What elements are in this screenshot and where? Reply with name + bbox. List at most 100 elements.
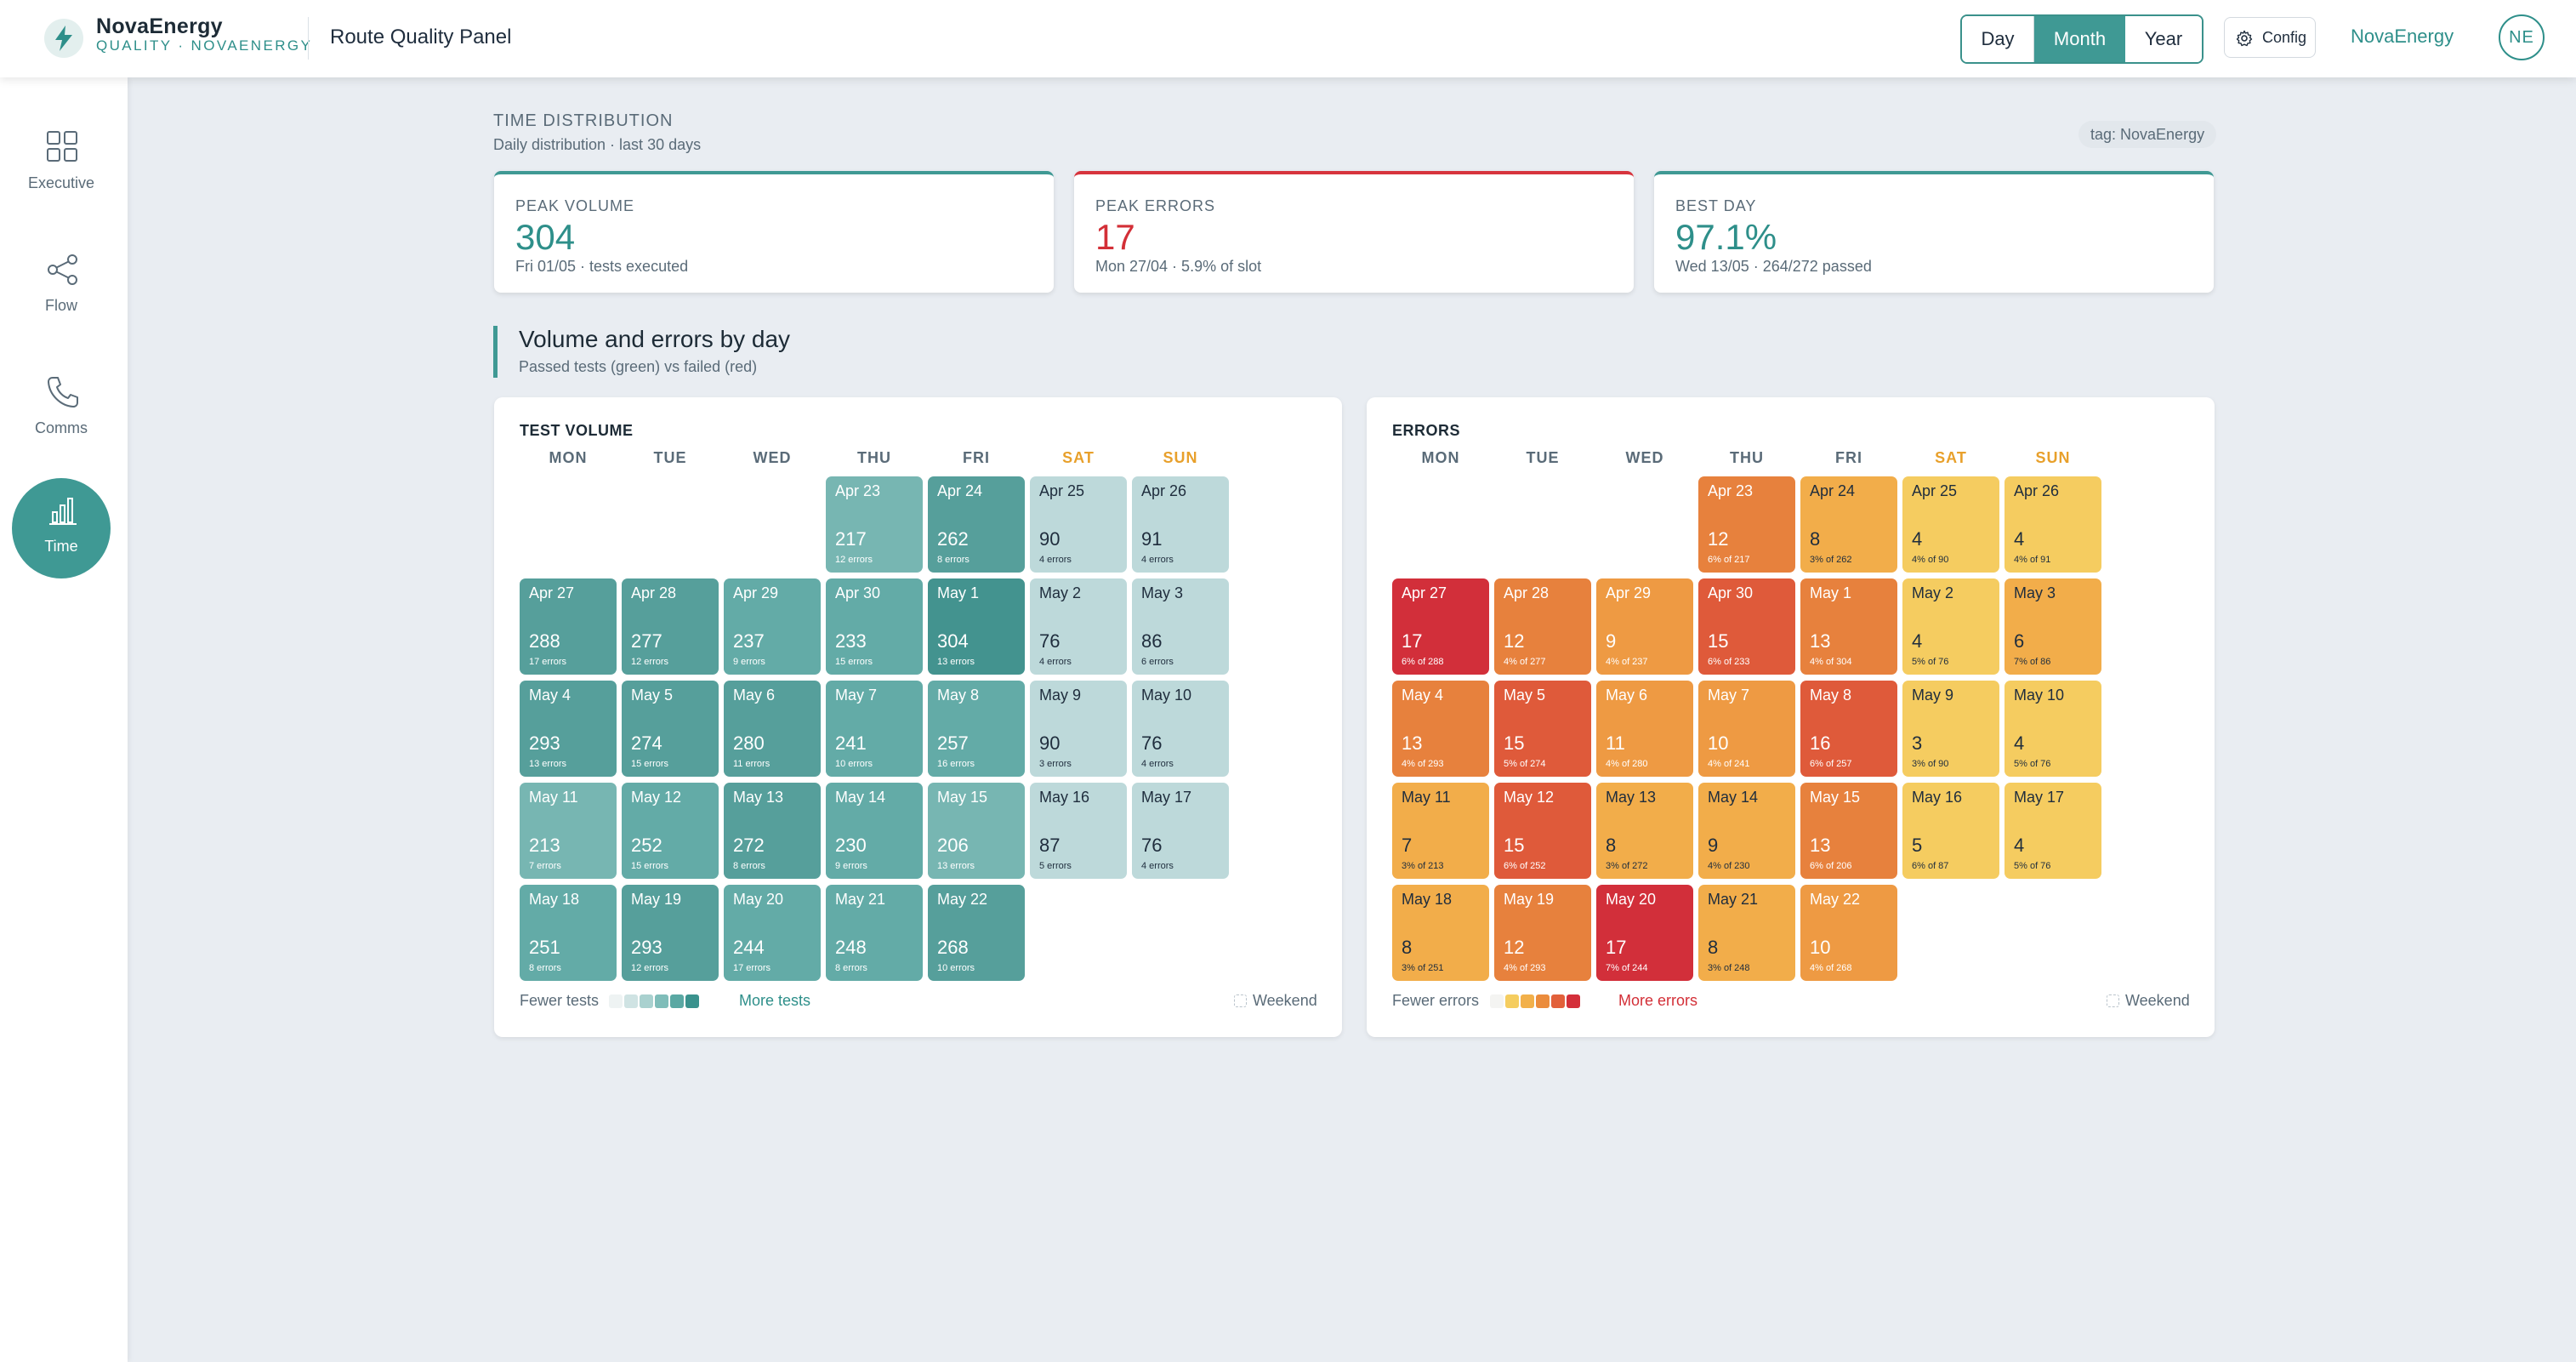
calendar-day-cell[interactable]: Apr 27 288 17 errors — [520, 578, 617, 675]
calendar-day-cell[interactable]: May 9 90 3 errors — [1030, 681, 1127, 777]
calendar-day-cell[interactable]: May 15 13 6% of 206 — [1800, 783, 1897, 879]
calendar-day-cell[interactable]: Apr 24 8 3% of 262 — [1800, 476, 1897, 573]
day-date-label: May 2 — [1039, 584, 1082, 601]
calendar-day-cell[interactable]: May 2 4 5% of 76 — [1902, 578, 1999, 675]
day-value: 90 — [1039, 528, 1061, 550]
weekend-label: Weekend — [2125, 992, 2190, 1009]
calendar-day-cell[interactable]: May 10 76 4 errors — [1132, 681, 1229, 777]
kpi-value: 17 — [1095, 217, 1135, 257]
calendar-day-cell[interactable]: May 2 76 4 errors — [1030, 578, 1127, 675]
calendar-day-cell[interactable]: May 11 213 7 errors — [520, 783, 617, 879]
calendar-day-cell[interactable]: May 20 17 7% of 244 — [1596, 885, 1693, 981]
calendar-day-cell[interactable]: Apr 29 237 9 errors — [724, 578, 821, 675]
calendar-day-cell[interactable]: Apr 28 12 4% of 277 — [1494, 578, 1591, 675]
day-value: 4 — [2014, 732, 2025, 754]
calendar-day-cell[interactable]: May 11 7 3% of 213 — [1392, 783, 1489, 879]
calendar-day-cell[interactable]: May 6 11 4% of 280 — [1596, 681, 1693, 777]
period-year-button[interactable]: Year — [2125, 16, 2202, 62]
day-value: 15 — [1504, 835, 1525, 856]
legend-swatch — [1536, 994, 1550, 1008]
calendar-day-cell[interactable]: Apr 23 12 6% of 217 — [1698, 476, 1795, 573]
day-value: 13 — [1810, 835, 1831, 856]
day-subtext: 4% of 237 — [1606, 657, 1648, 667]
calendar-day-cell[interactable]: Apr 26 91 4 errors — [1132, 476, 1229, 573]
calendar-day-cell[interactable]: May 22 10 4% of 268 — [1800, 885, 1897, 981]
calendar-day-cell[interactable]: Apr 30 233 15 errors — [826, 578, 923, 675]
section-caption: TIME DISTRIBUTION — [493, 111, 674, 130]
day-subtext: 8 errors — [529, 963, 561, 973]
calendar-day-cell[interactable]: May 8 16 6% of 257 — [1800, 681, 1897, 777]
calendar-day-cell[interactable]: May 18 8 3% of 251 — [1392, 885, 1489, 981]
calendar-day-cell[interactable]: Apr 24 262 8 errors — [928, 476, 1025, 573]
calendar-day-cell[interactable]: May 21 248 8 errors — [826, 885, 923, 981]
calendar-day-cell[interactable]: May 7 241 10 errors — [826, 681, 923, 777]
day-value: 15 — [1504, 732, 1525, 754]
calendar-day-cell[interactable]: May 10 4 5% of 76 — [2005, 681, 2101, 777]
period-month-button[interactable]: Month — [2034, 16, 2125, 62]
day-value: 4 — [1912, 630, 1923, 652]
calendar-day-cell[interactable]: Apr 27 17 6% of 288 — [1392, 578, 1489, 675]
day-value: 13 — [1810, 630, 1831, 652]
calendar-day-cell[interactable]: May 15 206 13 errors — [928, 783, 1025, 879]
calendar-day-cell[interactable]: May 17 76 4 errors — [1132, 783, 1229, 879]
calendar-day-cell[interactable]: May 13 272 8 errors — [724, 783, 821, 879]
calendar-day-cell[interactable]: May 16 5 6% of 87 — [1902, 783, 1999, 879]
calendar-day-cell[interactable]: Apr 25 4 4% of 90 — [1902, 476, 1999, 573]
day-value: 76 — [1039, 630, 1061, 652]
calendar-day-cell[interactable]: May 4 13 4% of 293 — [1392, 681, 1489, 777]
calendar-day-cell[interactable]: May 18 251 8 errors — [520, 885, 617, 981]
calendar-day-cell[interactable]: Apr 23 217 12 errors — [826, 476, 923, 573]
calendar-day-cell[interactable]: May 4 293 13 errors — [520, 681, 617, 777]
calendar-day-cell[interactable]: May 1 13 4% of 304 — [1800, 578, 1897, 675]
calendar-day-cell[interactable]: May 20 244 17 errors — [724, 885, 821, 981]
period-day-button[interactable]: Day — [1962, 16, 2034, 62]
calendar-day-cell[interactable]: May 5 274 15 errors — [622, 681, 719, 777]
calendar-day-cell[interactable]: May 17 4 5% of 76 — [2005, 783, 2101, 879]
calendar-day-cell[interactable]: Apr 30 15 6% of 233 — [1698, 578, 1795, 675]
day-subtext: 7% of 244 — [1606, 963, 1648, 973]
calendar-day-cell[interactable]: May 13 8 3% of 272 — [1596, 783, 1693, 879]
calendar-day-cell[interactable]: Apr 25 90 4 errors — [1030, 476, 1127, 573]
user-avatar[interactable]: NE — [2499, 14, 2545, 60]
calendar-day-cell[interactable]: May 19 293 12 errors — [622, 885, 719, 981]
calendar-day-cell[interactable]: May 5 15 5% of 274 — [1494, 681, 1591, 777]
day-date-label: May 15 — [1810, 789, 1861, 806]
day-date-label: May 1 — [1810, 584, 1852, 601]
sidebar-item-flow[interactable]: Flow — [12, 237, 111, 338]
calendar-day-cell[interactable]: May 8 257 16 errors — [928, 681, 1025, 777]
sidebar-item-time[interactable]: Time — [12, 478, 111, 578]
calendar-day-cell[interactable]: May 14 230 9 errors — [826, 783, 923, 879]
bar-chart-icon — [49, 498, 77, 525]
header-divider — [308, 17, 309, 60]
calendar-day-cell[interactable]: May 3 86 6 errors — [1132, 578, 1229, 675]
calendar-day-cell[interactable]: May 1 304 13 errors — [928, 578, 1025, 675]
calendar-day-cell[interactable]: May 3 6 7% of 86 — [2005, 578, 2101, 675]
config-button[interactable]: Config — [2224, 17, 2316, 58]
day-value: 251 — [529, 937, 560, 958]
calendar-day-cell[interactable]: Apr 26 4 4% of 91 — [2005, 476, 2101, 573]
day-value: 244 — [733, 937, 765, 958]
day-date-label: May 18 — [529, 891, 580, 908]
day-date-label: May 21 — [1708, 891, 1759, 908]
calendar-day-cell[interactable]: Apr 29 9 4% of 237 — [1596, 578, 1693, 675]
calendar-day-cell[interactable]: May 7 10 4% of 241 — [1698, 681, 1795, 777]
calendar-day-cell[interactable]: May 14 9 4% of 230 — [1698, 783, 1795, 879]
calendar-day-cell[interactable]: May 21 8 3% of 248 — [1698, 885, 1795, 981]
calendar-day-cell[interactable]: May 16 87 5 errors — [1030, 783, 1127, 879]
panel-title: Route Quality Panel — [330, 26, 512, 48]
day-date-label: May 20 — [1606, 891, 1657, 908]
calendar-day-cell[interactable]: May 6 280 11 errors — [724, 681, 821, 777]
calendar-day-cell[interactable]: May 19 12 4% of 293 — [1494, 885, 1591, 981]
day-value: 262 — [937, 528, 969, 550]
calendar-day-cell[interactable]: May 12 15 6% of 252 — [1494, 783, 1591, 879]
calendar-day-cell[interactable]: May 12 252 15 errors — [622, 783, 719, 879]
calendar-day-cell[interactable]: May 22 268 10 errors — [928, 885, 1025, 981]
org-link[interactable]: NovaEnergy — [2351, 26, 2454, 47]
sidebar-item-executive[interactable]: Executive — [12, 115, 111, 215]
day-date-label: May 3 — [1141, 584, 1184, 601]
sidebar-item-comms[interactable]: Comms — [12, 360, 111, 460]
calendar-day-cell[interactable]: May 9 3 3% of 90 — [1902, 681, 1999, 777]
day-subtext: 3% of 248 — [1708, 963, 1750, 973]
day-date-label: May 11 — [529, 789, 578, 806]
calendar-day-cell[interactable]: Apr 28 277 12 errors — [622, 578, 719, 675]
